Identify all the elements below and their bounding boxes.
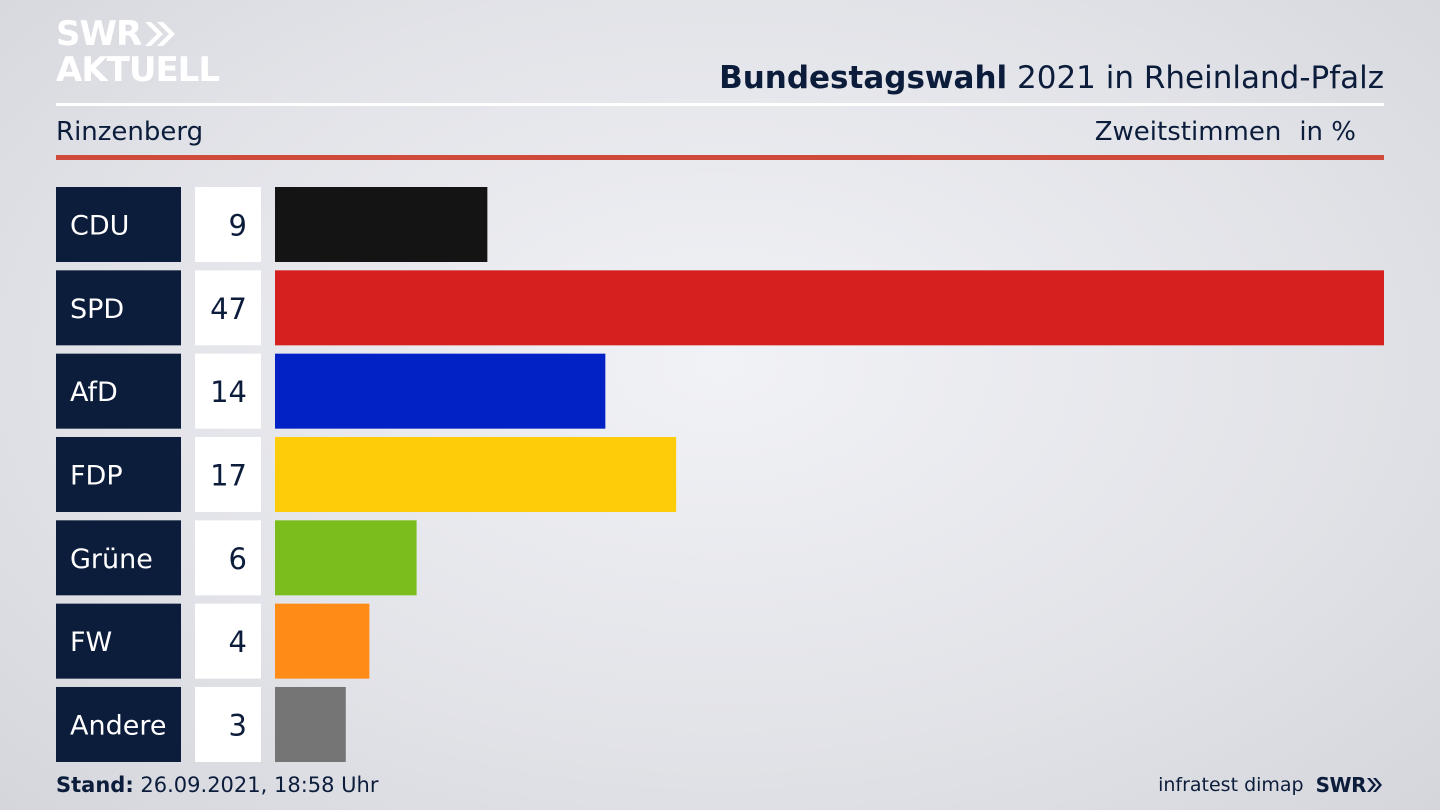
party-label-andere: Andere [70, 710, 166, 741]
location-label: Rinzenberg [56, 117, 204, 147]
metric-name: Zweitstimmen [1094, 117, 1282, 147]
value-box-andere [195, 686, 261, 762]
double-chevron-right-icon [145, 22, 176, 46]
party-label-box-cdu [56, 187, 181, 262]
metric-label: Zweitstimmen in % [1095, 114, 1384, 150]
bar-gr-ne [275, 520, 417, 596]
bar-fdp [275, 436, 677, 512]
logo-aktuell-text: AKTUELL [56, 50, 220, 90]
party-label-gr-ne: Grüne [70, 544, 153, 575]
value-box-fdp [195, 436, 261, 512]
header-divider [56, 103, 1384, 106]
bar-cdu [275, 187, 488, 262]
value-label-spd: 47 [210, 292, 247, 326]
party-label-box-fdp [56, 436, 181, 512]
party-label-box-gr-ne [56, 520, 181, 596]
party-label-afd: AfD [70, 377, 118, 408]
party-label-cdu: CDU [70, 211, 129, 242]
value-label-cdu: 9 [229, 209, 247, 243]
timestamp: Stand: 26.09.2021, 18:58 Uhr [56, 770, 379, 800]
accent-rule [56, 155, 1384, 160]
party-label-box-andere [56, 686, 181, 762]
party-label-fdp: FDP [70, 460, 123, 491]
page-title: Bundestagswahl 2021 in Rheinland-Pfalz [719, 58, 1384, 98]
double-chevron-right-icon [1367, 778, 1382, 792]
value-box-afd [195, 353, 261, 429]
value-box-spd [195, 270, 261, 346]
party-label-box-fw [56, 603, 181, 679]
bar-andere [275, 686, 346, 762]
swr-aktuell-logo: SWR AKTUELL [56, 14, 220, 90]
bar-afd [275, 353, 606, 429]
value-box-gr-ne [195, 520, 261, 596]
title-rest: 2021 in Rheinland-Pfalz [1007, 60, 1384, 96]
value-box-cdu [195, 187, 261, 262]
value-label-gr-ne: 6 [229, 542, 247, 576]
source-credit: infratest dimap SWR [1158, 770, 1384, 800]
logo-swr-text: SWR [56, 14, 142, 54]
value-label-andere: 3 [229, 708, 247, 742]
value-label-fw: 4 [229, 625, 247, 659]
stand-label: Stand: [56, 773, 134, 797]
source-text: infratest dimap [1158, 774, 1304, 796]
stand-value: 26.09.2021, 18:58 Uhr [133, 773, 379, 797]
party-label-fw: FW [70, 627, 112, 658]
value-label-fdp: 17 [210, 458, 247, 492]
value-box-fw [195, 603, 261, 679]
bar-fw [275, 603, 370, 679]
metric-unit: in % [1299, 117, 1356, 147]
title-bold: Bundestagswahl [719, 60, 1008, 96]
party-label-box-spd [56, 270, 181, 346]
party-label-spd: SPD [70, 294, 124, 325]
value-label-afd: 14 [210, 375, 247, 409]
party-label-box-afd [56, 353, 181, 429]
swr-small-logo: SWR [1316, 770, 1384, 800]
bar-spd [275, 270, 1384, 346]
swr-small-text: SWR [1315, 773, 1367, 797]
